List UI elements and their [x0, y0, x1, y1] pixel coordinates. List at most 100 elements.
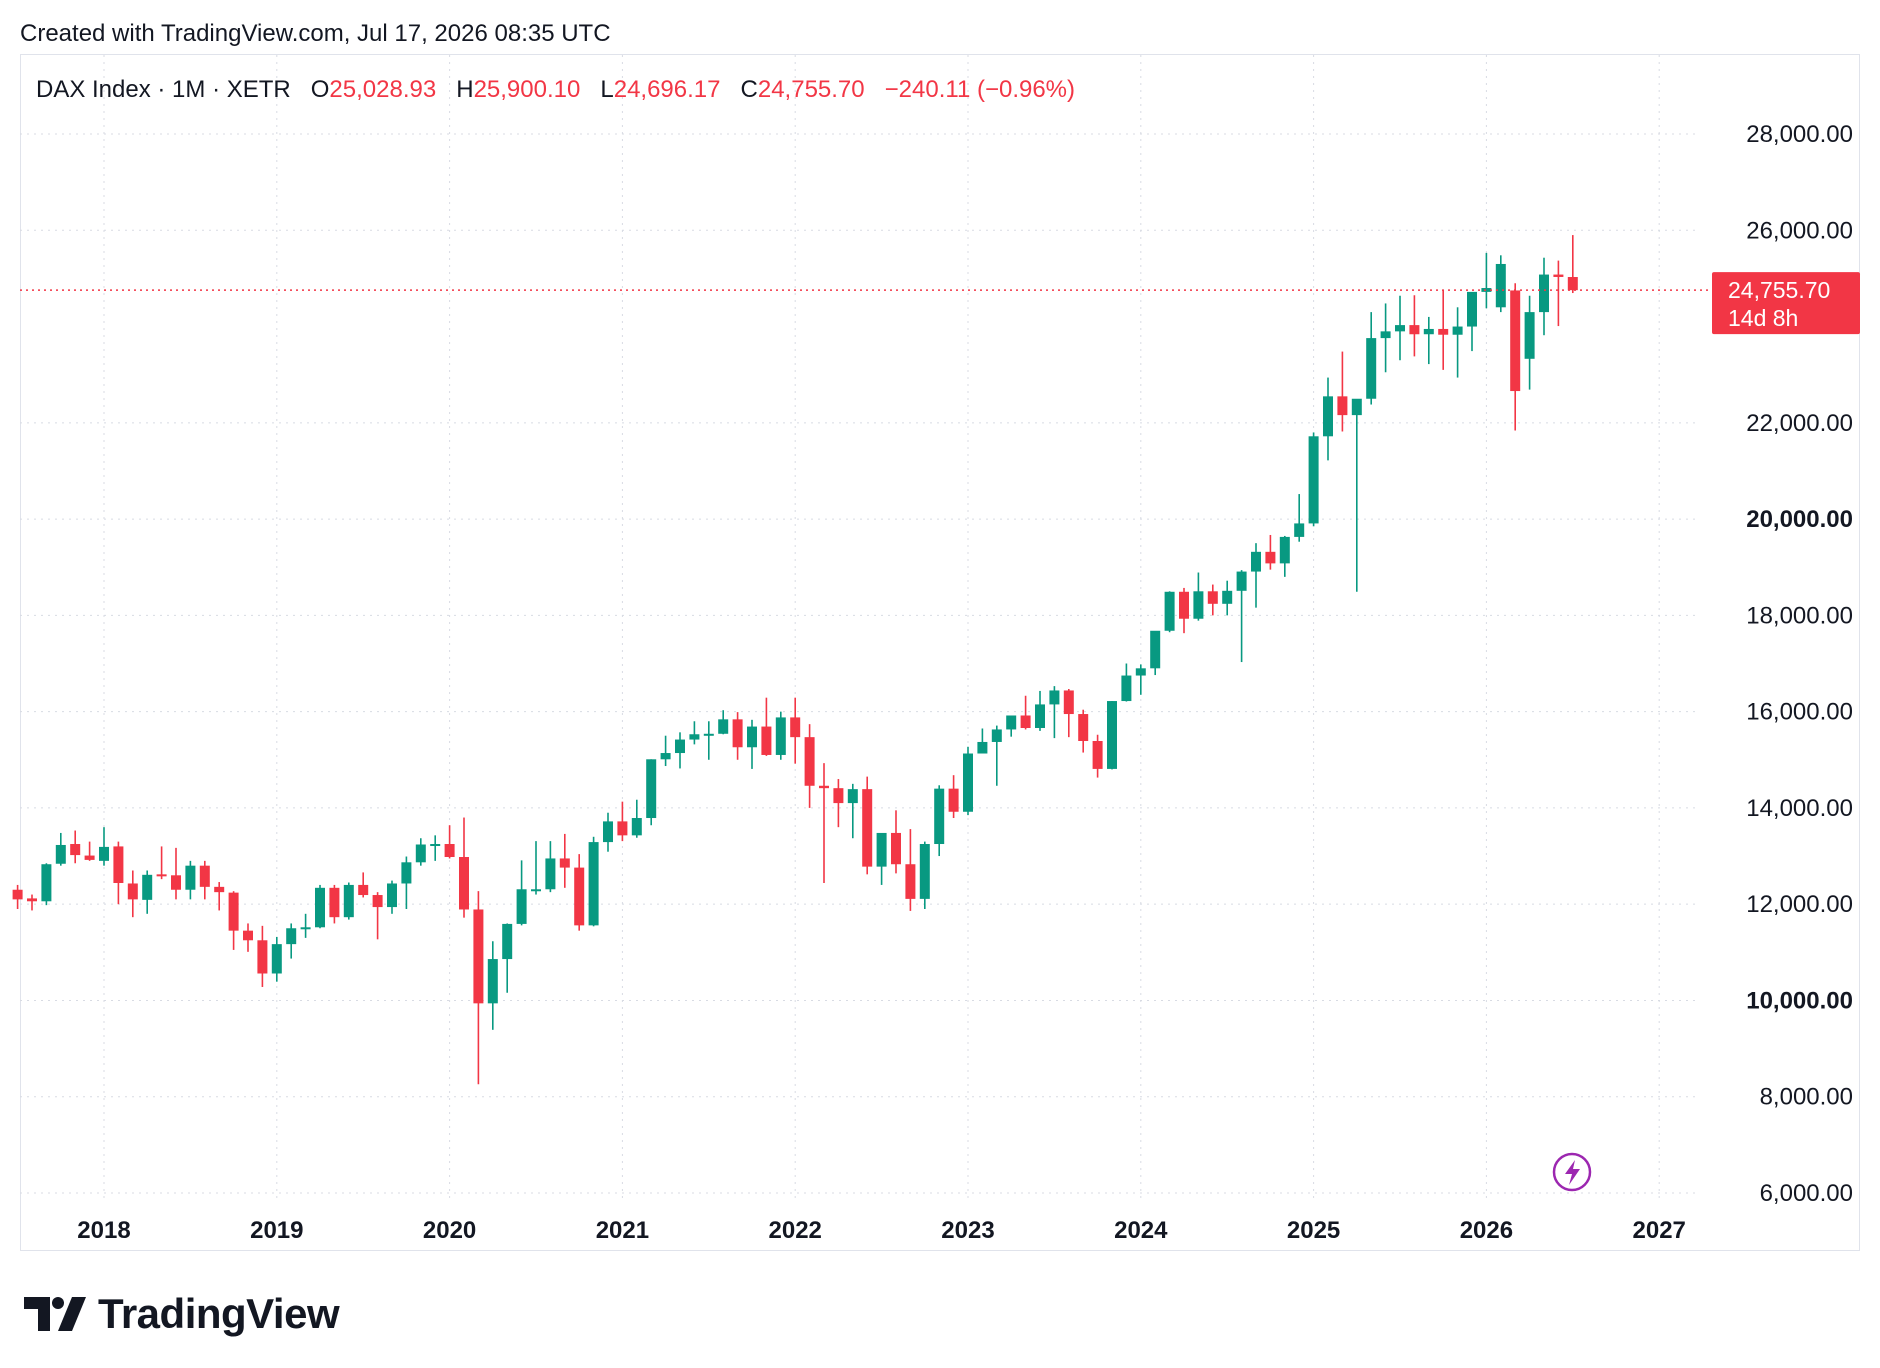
- candle[interactable]: [1049, 686, 1060, 739]
- candle[interactable]: [1207, 584, 1218, 616]
- candle[interactable]: [1539, 257, 1549, 336]
- candle[interactable]: [905, 829, 916, 911]
- candle[interactable]: [70, 830, 81, 864]
- candle[interactable]: [1164, 591, 1175, 633]
- candle[interactable]: [1063, 689, 1074, 738]
- candle[interactable]: [948, 775, 959, 819]
- candle[interactable]: [1467, 291, 1477, 352]
- candle[interactable]: [963, 746, 973, 816]
- candle[interactable]: [790, 697, 801, 764]
- candle[interactable]: [113, 841, 124, 905]
- candle[interactable]: [703, 721, 714, 760]
- candle[interactable]: [1337, 351, 1348, 432]
- candle[interactable]: [199, 860, 210, 900]
- candle[interactable]: [156, 846, 167, 880]
- candle[interactable]: [99, 827, 109, 866]
- candle[interactable]: [617, 801, 628, 842]
- candle[interactable]: [1121, 663, 1132, 702]
- candle[interactable]: [1150, 630, 1161, 676]
- candle[interactable]: [1567, 235, 1578, 294]
- candle[interactable]: [243, 923, 253, 952]
- candle[interactable]: [1294, 494, 1305, 542]
- candle[interactable]: [588, 836, 599, 927]
- candle[interactable]: [315, 884, 325, 929]
- candle[interactable]: [660, 735, 671, 767]
- candle[interactable]: [372, 892, 383, 940]
- candle[interactable]: [12, 884, 23, 909]
- candle[interactable]: [271, 936, 282, 982]
- candle[interactable]: [675, 732, 685, 769]
- candle[interactable]: [127, 870, 138, 918]
- candle[interactable]: [1423, 316, 1434, 365]
- candle[interactable]: [1279, 535, 1290, 577]
- candle[interactable]: [991, 725, 1002, 786]
- candle[interactable]: [689, 721, 700, 745]
- candle[interactable]: [401, 856, 412, 909]
- candle[interactable]: [171, 847, 181, 900]
- candle[interactable]: [1308, 432, 1319, 527]
- candle[interactable]: [300, 913, 311, 938]
- candle[interactable]: [459, 817, 469, 918]
- candle[interactable]: [430, 835, 441, 861]
- candle[interactable]: [761, 697, 772, 756]
- candle[interactable]: [1395, 295, 1405, 361]
- candle[interactable]: [1135, 664, 1146, 695]
- candle[interactable]: [574, 854, 585, 931]
- candle[interactable]: [1380, 303, 1391, 373]
- candle[interactable]: [631, 799, 642, 838]
- candle[interactable]: [1366, 312, 1377, 405]
- candle[interactable]: [1452, 307, 1463, 378]
- candle[interactable]: [747, 719, 757, 769]
- candle[interactable]: [1092, 734, 1103, 778]
- candle[interactable]: [1553, 260, 1564, 327]
- candle[interactable]: [804, 724, 815, 808]
- last-price-tag[interactable]: 24,755.70 14d 8h: [1712, 272, 1860, 335]
- candle[interactable]: [891, 810, 901, 874]
- candle[interactable]: [718, 710, 729, 735]
- candle[interactable]: [919, 841, 930, 909]
- candle[interactable]: [934, 785, 945, 857]
- candle[interactable]: [84, 841, 95, 861]
- candle[interactable]: [1107, 701, 1117, 770]
- candlestick-chart[interactable]: 28,000.00 26,000.00 22,000.00 20,000.00 18,0…: [0, 0, 1880, 1280]
- candle[interactable]: [473, 891, 484, 1085]
- candle[interactable]: [531, 841, 541, 895]
- candle[interactable]: [1251, 543, 1261, 608]
- candle[interactable]: [1265, 534, 1276, 570]
- candle[interactable]: [142, 870, 153, 914]
- candle[interactable]: [819, 763, 829, 884]
- candle[interactable]: [228, 891, 239, 950]
- candle[interactable]: [1236, 570, 1247, 663]
- candle[interactable]: [286, 923, 297, 959]
- candle[interactable]: [257, 925, 268, 987]
- candle[interactable]: [55, 832, 66, 866]
- candle[interactable]: [862, 776, 873, 875]
- candle[interactable]: [1351, 398, 1362, 592]
- candle[interactable]: [1078, 709, 1089, 753]
- candle[interactable]: [1179, 587, 1189, 634]
- candle[interactable]: [545, 841, 556, 893]
- candle[interactable]: [1035, 690, 1045, 731]
- candle[interactable]: [833, 779, 844, 828]
- candle[interactable]: [1193, 572, 1204, 621]
- candle[interactable]: [1222, 580, 1233, 616]
- candle[interactable]: [1323, 377, 1333, 461]
- candle[interactable]: [502, 923, 513, 993]
- candle[interactable]: [516, 860, 527, 926]
- candle[interactable]: [1006, 715, 1017, 737]
- candle[interactable]: [387, 880, 397, 914]
- candle[interactable]: [1438, 289, 1449, 370]
- candle[interactable]: [343, 882, 354, 920]
- candle[interactable]: [977, 728, 988, 754]
- candle[interactable]: [358, 872, 369, 898]
- candle[interactable]: [415, 838, 426, 866]
- candle[interactable]: [1409, 295, 1420, 357]
- candle[interactable]: [559, 833, 570, 888]
- flash-icon[interactable]: [1552, 1152, 1592, 1192]
- candle[interactable]: [214, 882, 225, 911]
- candle[interactable]: [444, 825, 455, 859]
- candle[interactable]: [876, 832, 887, 885]
- candle[interactable]: [329, 884, 340, 924]
- candle[interactable]: [646, 759, 657, 826]
- candle[interactable]: [847, 783, 858, 839]
